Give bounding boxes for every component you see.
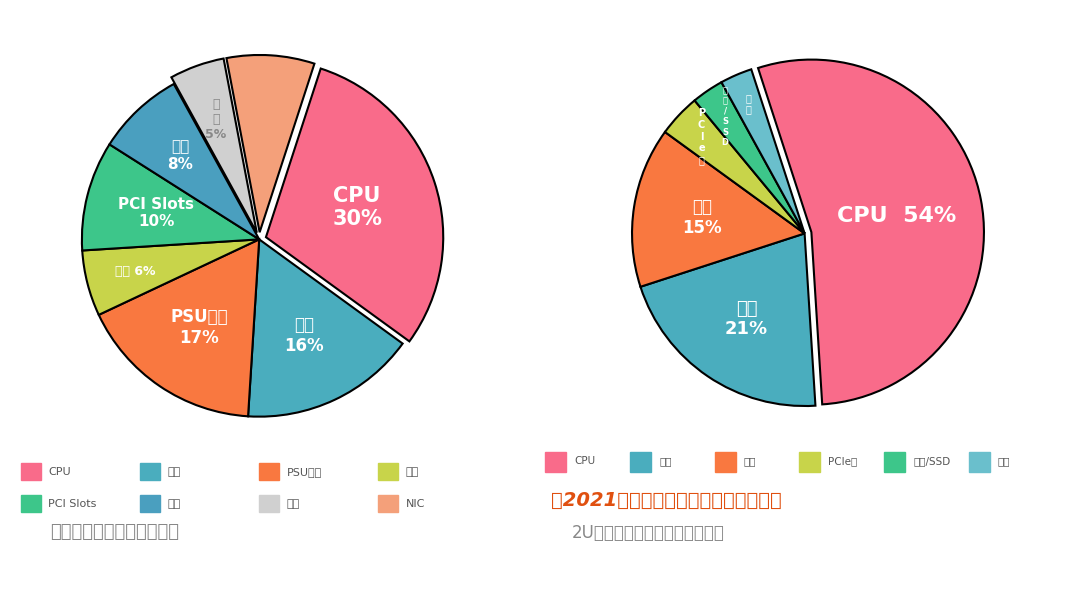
Text: PCI Slots: PCI Slots <box>49 499 96 508</box>
Wedge shape <box>632 132 805 287</box>
Text: 内存
15%: 内存 15% <box>683 198 723 236</box>
Wedge shape <box>248 239 403 417</box>
Text: PSU损失: PSU损失 <box>286 467 322 476</box>
Bar <box>883 452 905 472</box>
Bar <box>378 463 399 480</box>
Bar <box>259 495 279 512</box>
Text: 内存: 内存 <box>167 467 180 476</box>
Text: 硬盘: 硬盘 <box>406 467 419 476</box>
Text: 内存: 内存 <box>744 456 756 466</box>
Text: PCI Slots
10%: PCI Slots 10% <box>118 197 194 229</box>
Text: CPU: CPU <box>49 467 70 476</box>
Wedge shape <box>721 69 805 233</box>
Text: P
C
I
e
卡: P C I e 卡 <box>698 108 705 165</box>
Text: PSU损失
17%: PSU损失 17% <box>171 308 228 347</box>
Text: 《2021数据中心高质量发展大会》材料: 《2021数据中心高质量发展大会》材料 <box>551 491 781 510</box>
Text: 主板: 主板 <box>167 499 180 508</box>
Text: 主板
8%: 主板 8% <box>167 139 193 171</box>
Text: 风扇: 风扇 <box>659 456 672 466</box>
Bar <box>21 495 41 512</box>
Text: 主板: 主板 <box>998 456 1010 466</box>
Text: 风扇
21%: 风扇 21% <box>725 300 768 339</box>
Text: 主
板: 主 板 <box>745 93 752 115</box>
Wedge shape <box>98 239 259 416</box>
Text: 2U标准双路机架服务器能耗分布: 2U标准双路机架服务器能耗分布 <box>571 524 725 543</box>
Text: NIC: NIC <box>406 499 426 508</box>
Wedge shape <box>82 144 259 251</box>
Bar <box>259 463 279 480</box>
Bar <box>715 452 735 472</box>
Text: IT设备等效PUE=1.27: IT设备等效PUE=1.27 <box>725 560 874 578</box>
Wedge shape <box>266 69 443 342</box>
Bar <box>140 463 160 480</box>
Text: 内存
16%: 内存 16% <box>285 316 324 355</box>
Text: CPU  54%: CPU 54% <box>837 206 956 226</box>
Bar <box>545 452 567 472</box>
Wedge shape <box>172 59 257 233</box>
Text: CPU
30%: CPU 30% <box>332 186 382 229</box>
Text: PCIe卡: PCIe卡 <box>828 456 858 466</box>
Bar <box>799 452 821 472</box>
Wedge shape <box>640 233 815 406</box>
Bar <box>140 495 160 512</box>
Text: IT设备等效PUE=1.28: IT设备等效PUE=1.28 <box>163 560 312 578</box>
Wedge shape <box>109 84 259 239</box>
Text: CPU: CPU <box>575 456 595 466</box>
Text: 风扇: 风扇 <box>286 499 300 508</box>
Bar <box>378 495 399 512</box>
Text: 通用服务器各组件能耗分布: 通用服务器各组件能耗分布 <box>51 523 179 541</box>
Bar <box>630 452 651 472</box>
Wedge shape <box>665 100 805 233</box>
Bar <box>21 463 41 480</box>
Wedge shape <box>82 239 259 315</box>
Bar <box>969 452 990 472</box>
Text: 风
扇
5%: 风 扇 5% <box>205 98 227 141</box>
Wedge shape <box>758 60 984 404</box>
Wedge shape <box>694 82 805 233</box>
Text: 硬
盘
/
S
S
D: 硬 盘 / S S D <box>721 86 729 147</box>
Text: 硬盘/SSD: 硬盘/SSD <box>913 456 950 466</box>
Text: 硬盘 6%: 硬盘 6% <box>116 265 156 278</box>
Wedge shape <box>227 55 314 232</box>
